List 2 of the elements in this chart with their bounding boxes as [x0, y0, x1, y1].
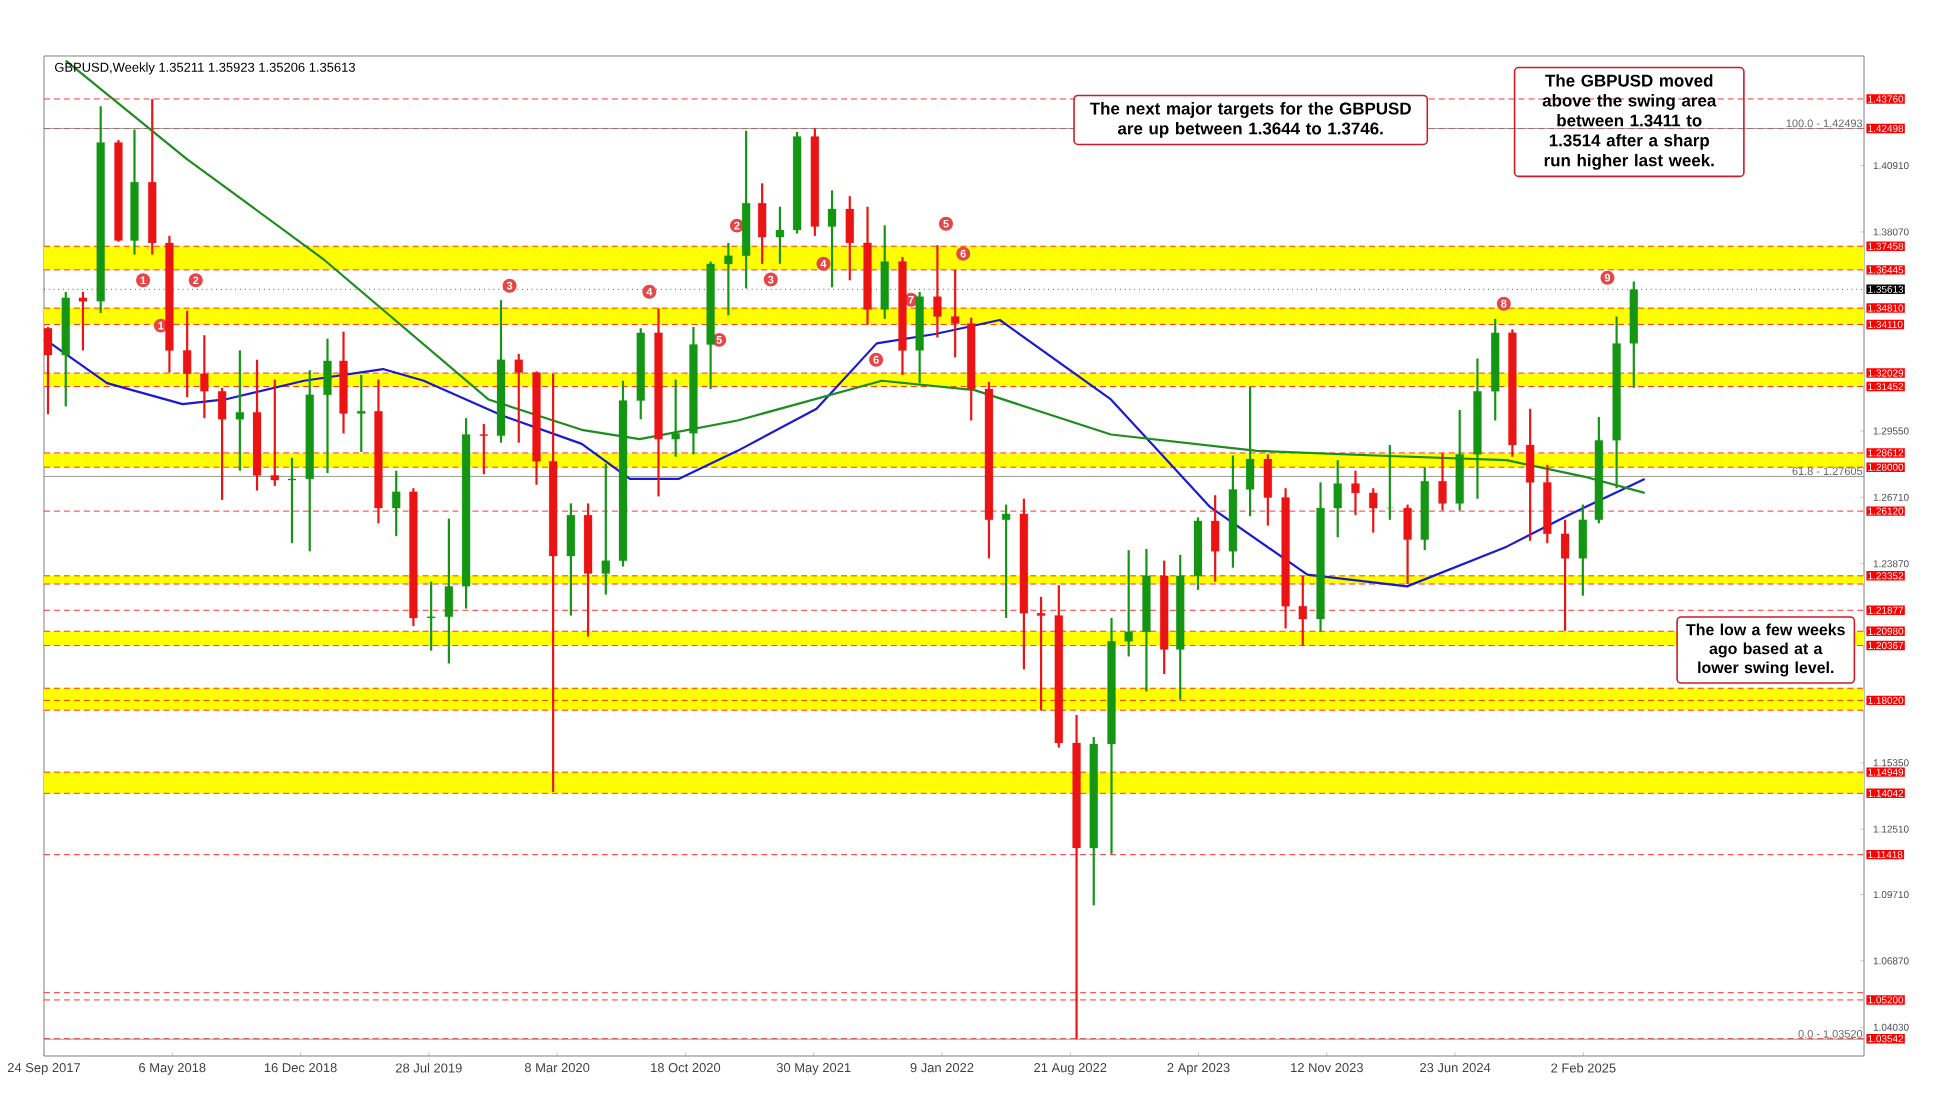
annotation: The GBPUSD moved above the swing area between 1.3411 to 1.3514 after a sharp run higher last week. — [1542, 74, 1717, 170]
annotation: The next major targets for the GBPUSD are up between 1.3644 to 1.3746. — [1089, 102, 1411, 138]
